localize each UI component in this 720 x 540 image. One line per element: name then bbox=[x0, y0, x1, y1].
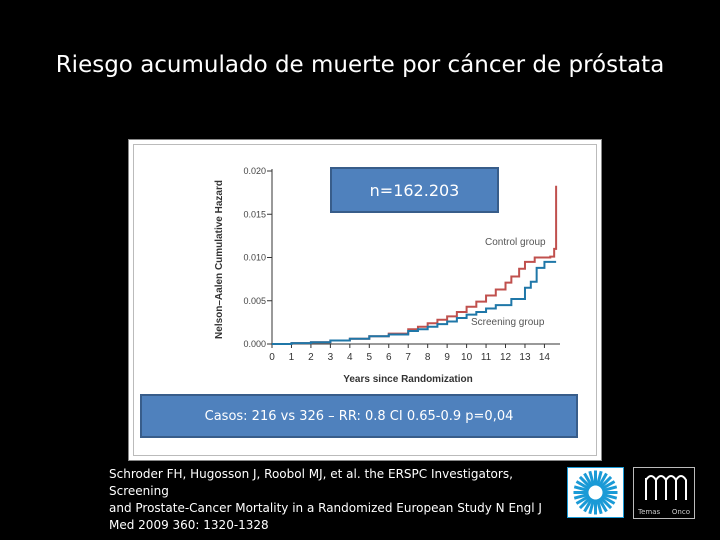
temas-onco-logo: Temas Onco bbox=[633, 467, 695, 519]
logo-ray bbox=[599, 496, 613, 510]
x-tick-label: 9 bbox=[444, 352, 450, 363]
x-tick-label: 11 bbox=[481, 352, 492, 363]
logo-ray bbox=[575, 494, 591, 505]
citation-line-3: Med 2009 360: 1320-1328 bbox=[109, 518, 269, 532]
citation: Schroder FH, Hugosson J, Roobol MJ, et a… bbox=[109, 466, 559, 534]
series-label-screening: Screening group bbox=[471, 317, 545, 328]
logo-ray bbox=[583, 472, 594, 488]
y-axis-label: Nelson–Aalen Cumulative Hazard bbox=[214, 180, 225, 339]
series-line-screening bbox=[272, 260, 557, 345]
x-tick-label: 4 bbox=[347, 352, 353, 363]
citation-line-2: and Prostate-Cancer Mortality in a Rando… bbox=[109, 501, 542, 515]
logo-ray bbox=[601, 492, 618, 500]
logo-ray bbox=[573, 485, 590, 493]
logo-ray bbox=[600, 494, 616, 505]
logo-ray bbox=[588, 470, 596, 487]
x-tick-label: 1 bbox=[289, 352, 295, 363]
logo-ray bbox=[597, 472, 608, 488]
logo-ray bbox=[588, 498, 596, 515]
x-tick-label: 2 bbox=[308, 352, 314, 363]
figure-inner-border bbox=[133, 144, 597, 456]
logo-ray bbox=[573, 492, 590, 500]
mm-logo-icon bbox=[645, 475, 687, 500]
x-tick-label: 0 bbox=[269, 352, 275, 363]
slide-title: Riesgo acumulado de muerte por cáncer de… bbox=[55, 52, 665, 78]
starburst-logo-icon bbox=[567, 467, 624, 518]
logo-ray bbox=[601, 485, 618, 493]
y-tick-label: 0.010 bbox=[243, 253, 266, 263]
logo-ray bbox=[575, 480, 591, 491]
sample-size-box: n=162.203 bbox=[330, 167, 499, 213]
result-box: Casos: 216 vs 326 – RR: 0.8 CI 0.65-0.9 … bbox=[140, 394, 578, 438]
logo-ray bbox=[578, 496, 592, 510]
logo-ray bbox=[599, 475, 613, 489]
x-tick-label: 14 bbox=[539, 352, 551, 363]
x-tick-label: 5 bbox=[367, 352, 373, 363]
x-tick-label: 3 bbox=[328, 352, 334, 363]
series-label-control: Control group bbox=[485, 237, 546, 248]
x-tick-label: 8 bbox=[425, 352, 431, 363]
logo-word-1: Temas bbox=[638, 508, 661, 516]
citation-line-1: Schroder FH, Hugosson J, Roobol MJ, et a… bbox=[109, 467, 513, 498]
x-tick-label: 12 bbox=[500, 352, 512, 363]
logo-ray bbox=[595, 498, 603, 515]
x-tick-label: 7 bbox=[405, 352, 411, 363]
x-tick-label: 10 bbox=[461, 352, 473, 363]
y-tick-label: 0.020 bbox=[243, 166, 266, 176]
logo-word-2: Onco bbox=[671, 508, 690, 516]
logo-ray bbox=[578, 475, 592, 489]
logo-ray bbox=[583, 497, 594, 513]
x-tick-label: 13 bbox=[519, 352, 531, 363]
y-tick-label: 0.015 bbox=[243, 209, 266, 219]
y-tick-label: 0.000 bbox=[243, 339, 266, 349]
logo-ray bbox=[597, 497, 608, 513]
logo-words: Temas Onco bbox=[634, 508, 694, 516]
x-axis-label: Years since Randomization bbox=[343, 374, 473, 385]
y-tick-label: 0.005 bbox=[243, 296, 266, 306]
logo-ray bbox=[600, 480, 616, 491]
x-tick-label: 6 bbox=[386, 352, 392, 363]
logo-ray bbox=[595, 470, 603, 487]
